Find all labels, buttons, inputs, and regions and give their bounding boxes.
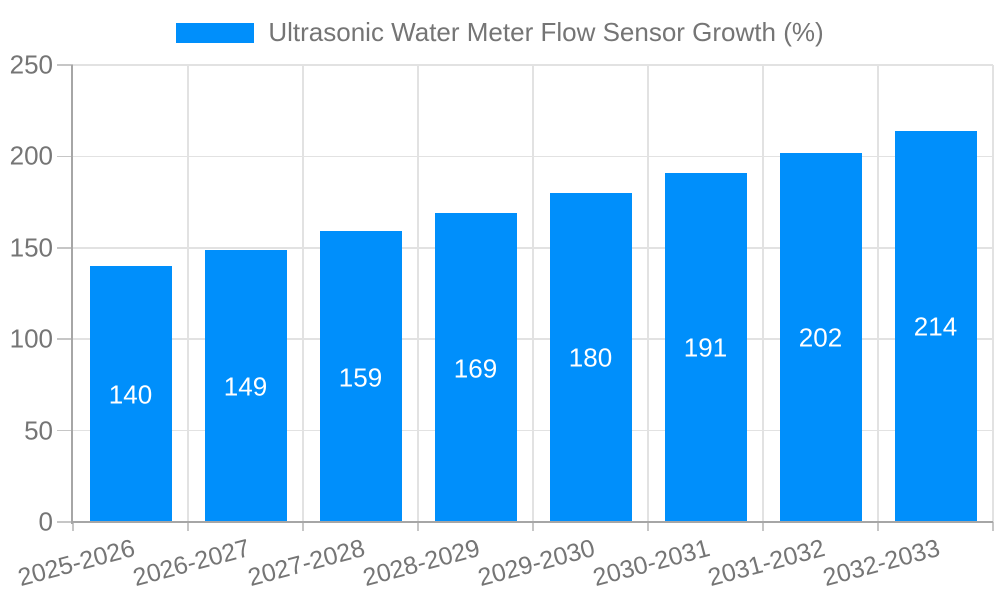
x-axis-tick-label: 2026-2027 xyxy=(130,534,253,592)
x-gridline xyxy=(877,65,879,522)
y-axis-tick xyxy=(57,338,73,340)
x-axis-tick xyxy=(532,522,534,531)
x-axis-tick xyxy=(762,522,764,531)
y-axis-tick-label: 50 xyxy=(24,415,53,446)
y-axis-tick xyxy=(57,247,73,249)
legend-item[interactable]: Ultrasonic Water Meter Flow Sensor Growt… xyxy=(176,17,824,48)
x-gridline xyxy=(762,65,764,522)
bar xyxy=(434,213,517,522)
bar xyxy=(664,172,747,522)
y-axis-tick-label: 150 xyxy=(9,232,53,263)
x-gridline xyxy=(532,65,534,522)
x-axis-tick-label: 2029-2030 xyxy=(475,534,598,592)
x-axis-tick-label: 2030-2031 xyxy=(590,534,713,592)
x-axis-tick-label: 2032-2033 xyxy=(820,534,943,592)
bar-value-label: 149 xyxy=(223,371,268,402)
y-axis-tick-label: 250 xyxy=(9,49,53,80)
x-axis-tick xyxy=(647,522,649,531)
y-axis-tick xyxy=(57,155,73,158)
bar-value-label: 202 xyxy=(798,322,843,353)
chart-legend: Ultrasonic Water Meter Flow Sensor Growt… xyxy=(0,17,1000,48)
bar xyxy=(549,192,632,522)
bar-value-label: 180 xyxy=(568,342,613,373)
x-axis-tick xyxy=(877,522,879,531)
legend-swatch-icon xyxy=(176,22,255,43)
y-axis-tick xyxy=(57,429,73,432)
x-axis-tick-label: 2027-2028 xyxy=(245,534,368,592)
x-axis-tick-label: 2031-2032 xyxy=(705,534,828,592)
y-axis-tick xyxy=(57,64,73,66)
x-axis-tick xyxy=(302,522,304,531)
x-axis-tick-label: 2025-2026 xyxy=(15,534,138,592)
bar-value-label: 214 xyxy=(913,311,958,342)
x-gridline xyxy=(417,65,419,522)
x-axis-tick xyxy=(72,522,74,531)
bar xyxy=(779,152,862,522)
y-axis-tick xyxy=(57,521,73,523)
y-axis-tick-label: 100 xyxy=(9,323,53,354)
x-gridline xyxy=(187,65,189,522)
y-axis-tick-label: 200 xyxy=(9,140,53,171)
x-gridline xyxy=(992,65,994,522)
y-axis-line xyxy=(71,65,73,524)
bar xyxy=(319,231,402,522)
bar-value-label: 191 xyxy=(683,332,728,363)
bar xyxy=(89,266,172,522)
y-axis-tick-label: 0 xyxy=(38,506,53,537)
x-axis-tick-label: 2028-2029 xyxy=(360,534,483,592)
x-axis-tick xyxy=(417,522,419,531)
x-axis-tick xyxy=(992,522,994,531)
x-gridline xyxy=(302,65,304,522)
bar-value-label: 169 xyxy=(453,353,498,384)
x-gridline xyxy=(647,65,649,522)
bar xyxy=(204,249,287,522)
bar-value-label: 159 xyxy=(338,362,383,393)
bar xyxy=(894,130,977,522)
x-axis-line xyxy=(71,521,993,523)
x-axis-tick xyxy=(187,522,189,531)
legend-label: Ultrasonic Water Meter Flow Sensor Growt… xyxy=(268,17,824,47)
bar-value-label: 140 xyxy=(108,379,153,410)
